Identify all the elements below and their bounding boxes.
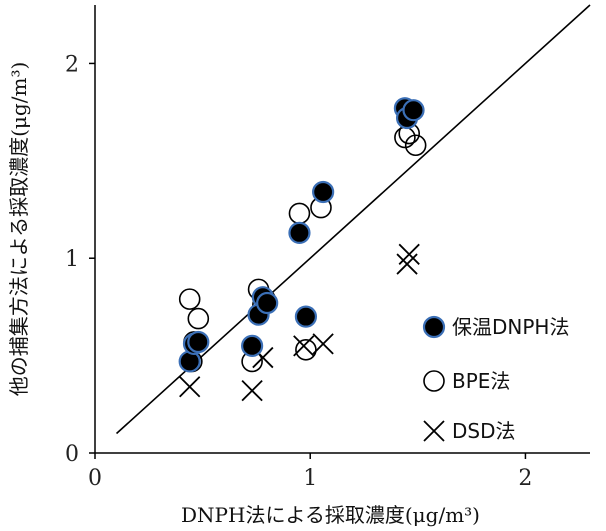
- cross-point: [179, 376, 201, 398]
- filled-circle-point: [402, 99, 425, 122]
- cross-point: [312, 333, 334, 355]
- legend-marker-cross: [423, 420, 445, 442]
- legend-marker-open-circle: [423, 370, 445, 392]
- y-tick-label: 0: [65, 442, 79, 467]
- filled-circle-point: [288, 221, 311, 244]
- filled-circle-point: [312, 180, 335, 204]
- legend-label: BPE法: [452, 369, 510, 393]
- legend: 保温DNPH法 BPE法 DSD法: [422, 315, 569, 443]
- open-circle-point: [178, 288, 201, 310]
- filled-circle-point: [256, 291, 279, 315]
- data-marks: [178, 97, 427, 402]
- filled-circle-point: [294, 305, 318, 328]
- cross-point: [396, 253, 418, 275]
- x-tick-label: 2: [518, 466, 532, 491]
- x-axis-label: DNPH法による採取濃度(μg/m³): [181, 503, 480, 527]
- legend-label: 保温DNPH法: [452, 315, 569, 339]
- legend-label: DSD法: [452, 419, 516, 443]
- legend-marker-filled-circle: [422, 315, 446, 339]
- cross-point: [241, 380, 263, 402]
- open-circle-point: [187, 307, 210, 330]
- y-tick-label: 1: [65, 247, 79, 272]
- y-tick-label: 2: [65, 52, 79, 77]
- x-tick-label: 0: [88, 466, 102, 491]
- series-filled-circle: [178, 97, 425, 373]
- filled-circle-point: [241, 334, 264, 357]
- filled-circle-point: [187, 330, 210, 354]
- open-circle-point: [404, 134, 427, 157]
- axes: 0 1 2 0 1 2: [65, 5, 590, 491]
- cross-point: [398, 243, 420, 265]
- open-circle-point: [295, 338, 317, 361]
- cross-point: [293, 335, 315, 357]
- y-axis-label: 他の捕集方法による採取濃度(μg/m³): [7, 62, 31, 397]
- series-open-circle: [178, 122, 427, 373]
- open-circle-point: [288, 202, 311, 225]
- x-tick-label: 1: [303, 466, 317, 491]
